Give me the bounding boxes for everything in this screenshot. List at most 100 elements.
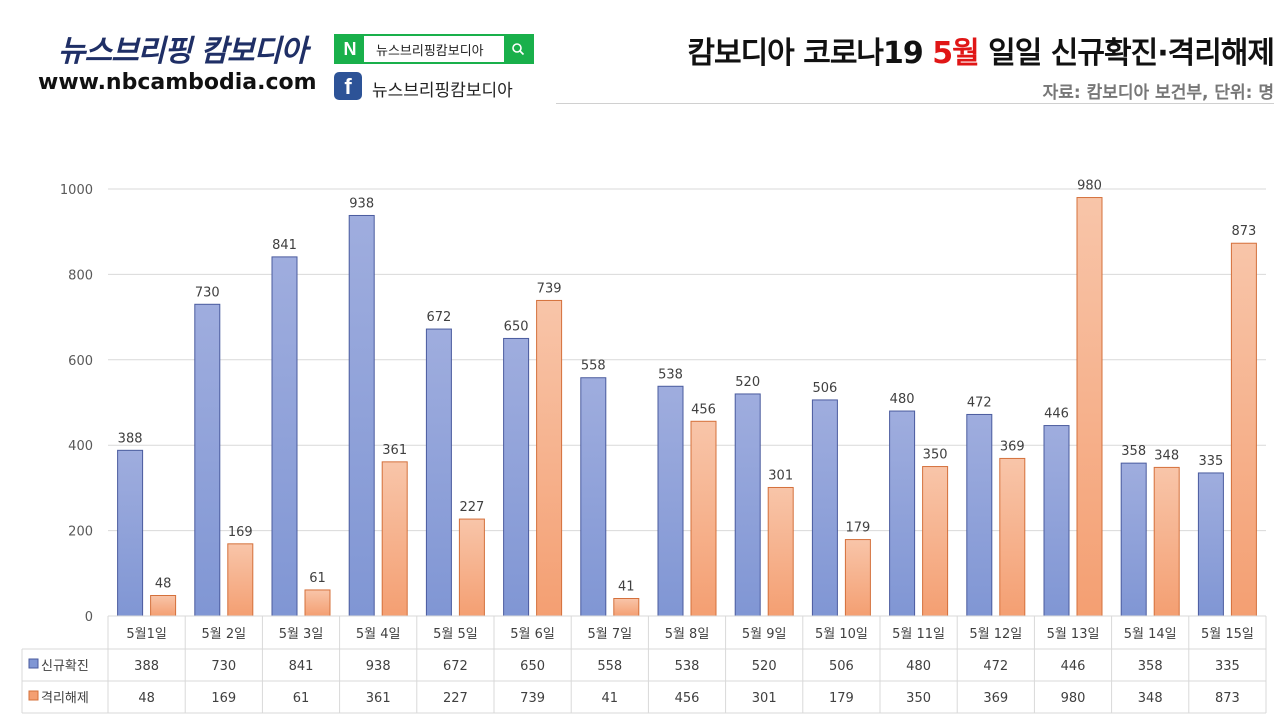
data-label: 730 bbox=[195, 285, 220, 300]
bar-series-2 bbox=[458, 518, 485, 617]
bar-series-1 bbox=[194, 303, 221, 617]
table-cell: 41 bbox=[602, 691, 619, 706]
bar-series-2 bbox=[227, 543, 254, 617]
category-label: 5월 13일 bbox=[1047, 627, 1100, 642]
table-cell: 739 bbox=[520, 691, 545, 706]
search-icon[interactable] bbox=[504, 36, 532, 62]
data-label: 335 bbox=[1198, 454, 1223, 469]
data-label: 650 bbox=[504, 319, 529, 334]
bar-series-1 bbox=[117, 449, 144, 617]
bar-series-1 bbox=[811, 399, 838, 617]
bar-series-1 bbox=[348, 214, 375, 617]
table-cell: 358 bbox=[1138, 659, 1163, 674]
table-cell: 558 bbox=[597, 659, 622, 674]
data-label: 48 bbox=[155, 577, 172, 592]
table-cell: 361 bbox=[366, 691, 391, 706]
table-cell: 179 bbox=[829, 691, 854, 706]
category-label: 5월 8일 bbox=[665, 627, 710, 642]
bar-series-1 bbox=[889, 410, 916, 617]
facebook-icon[interactable]: f bbox=[334, 72, 362, 100]
bar-series-2 bbox=[1076, 197, 1103, 617]
bar-series-2 bbox=[150, 595, 177, 617]
data-label: 348 bbox=[1154, 448, 1179, 463]
table-cell: 61 bbox=[293, 691, 310, 706]
data-label: 938 bbox=[349, 196, 374, 211]
logo-title: 뉴스브리핑 캄보디아 bbox=[58, 34, 308, 69]
category-label: 5월 4일 bbox=[356, 627, 401, 642]
category-label: 5월 12일 bbox=[969, 627, 1022, 642]
bar-series-2 bbox=[999, 457, 1026, 617]
naver-search-box[interactable]: N 뉴스브리핑캄보디아 bbox=[334, 34, 534, 64]
table-cell: 472 bbox=[983, 659, 1008, 674]
data-label: 169 bbox=[228, 525, 253, 540]
data-label: 873 bbox=[1231, 224, 1256, 239]
data-label: 350 bbox=[923, 448, 948, 463]
bar-series-2 bbox=[690, 420, 717, 617]
data-label: 538 bbox=[658, 367, 683, 382]
data-label: 980 bbox=[1077, 179, 1102, 194]
table-cell: 980 bbox=[1061, 691, 1086, 706]
facebook-page-name[interactable]: 뉴스브리핑캄보디아 bbox=[372, 81, 513, 101]
table-cell: 48 bbox=[138, 691, 155, 706]
bar-series-2 bbox=[381, 461, 408, 617]
y-tick-label: 600 bbox=[68, 354, 93, 369]
bar-series-2 bbox=[844, 539, 871, 617]
category-label: 5월 7일 bbox=[587, 627, 632, 642]
data-label: 369 bbox=[1000, 439, 1025, 454]
table-cell: 730 bbox=[211, 659, 236, 674]
category-label: 5월 5일 bbox=[433, 627, 478, 642]
source-subtitle: 자료: 캄보디아 보건부, 단위: 명 bbox=[1042, 83, 1274, 103]
bar-series-1 bbox=[966, 413, 993, 617]
title-highlight: 5월 bbox=[932, 36, 979, 71]
bar-series-2 bbox=[1153, 466, 1180, 617]
table-cell: 369 bbox=[983, 691, 1008, 706]
data-label: 227 bbox=[459, 500, 484, 515]
data-label: 739 bbox=[537, 281, 562, 296]
title-part1: 캄보디아 코로나19 bbox=[687, 36, 933, 71]
y-tick-label: 800 bbox=[68, 268, 93, 283]
category-label: 5월 15일 bbox=[1201, 627, 1254, 642]
data-label: 179 bbox=[845, 521, 870, 536]
table-cell: 873 bbox=[1215, 691, 1240, 706]
category-label: 5월 6일 bbox=[510, 627, 555, 642]
table-cell: 456 bbox=[675, 691, 700, 706]
data-label: 480 bbox=[890, 392, 915, 407]
y-tick-label: 400 bbox=[68, 439, 93, 454]
data-label: 301 bbox=[768, 468, 793, 483]
category-label: 5월 10일 bbox=[815, 627, 868, 642]
table-cell: 650 bbox=[520, 659, 545, 674]
bar-series-1 bbox=[1120, 462, 1147, 617]
data-label: 558 bbox=[581, 359, 606, 374]
table-cell: 301 bbox=[752, 691, 777, 706]
bar-series-1 bbox=[271, 256, 298, 617]
data-label: 41 bbox=[618, 579, 635, 594]
bar-series-2 bbox=[613, 597, 640, 617]
category-label: 5월 14일 bbox=[1124, 627, 1177, 642]
data-label: 506 bbox=[812, 381, 837, 396]
data-labels: 388 730 841 938 672 650 558 538 520 506 480 472 446 3… bbox=[118, 179, 1257, 595]
legend-series-name: 격리해제 bbox=[41, 691, 89, 706]
data-label: 361 bbox=[382, 443, 407, 458]
table-cell: 169 bbox=[211, 691, 236, 706]
data-label: 456 bbox=[691, 402, 716, 417]
bar-series-1 bbox=[734, 393, 761, 617]
table-cell: 388 bbox=[134, 659, 159, 674]
category-label: 5월 3일 bbox=[279, 627, 324, 642]
naver-logo-icon: N bbox=[336, 36, 364, 62]
bars bbox=[117, 197, 1257, 617]
category-label: 5월 9일 bbox=[742, 627, 787, 642]
y-axis-ticks: 0 200 400 600 800 1000 bbox=[60, 183, 93, 625]
category-label: 5월1일 bbox=[126, 627, 166, 642]
legend-swatch bbox=[28, 690, 39, 701]
y-tick-label: 200 bbox=[68, 525, 93, 540]
table-cell: 672 bbox=[443, 659, 468, 674]
y-tick-label: 1000 bbox=[60, 183, 93, 198]
title-part2: 일일 신규확진·격리해제 bbox=[978, 36, 1275, 71]
table-cell: 520 bbox=[752, 659, 777, 674]
table-cell: 227 bbox=[443, 691, 468, 706]
logo-url[interactable]: www.nbcambodia.com bbox=[38, 70, 317, 95]
bar-series-1 bbox=[425, 328, 452, 617]
data-label: 672 bbox=[426, 310, 451, 325]
table-cell: 841 bbox=[289, 659, 314, 674]
